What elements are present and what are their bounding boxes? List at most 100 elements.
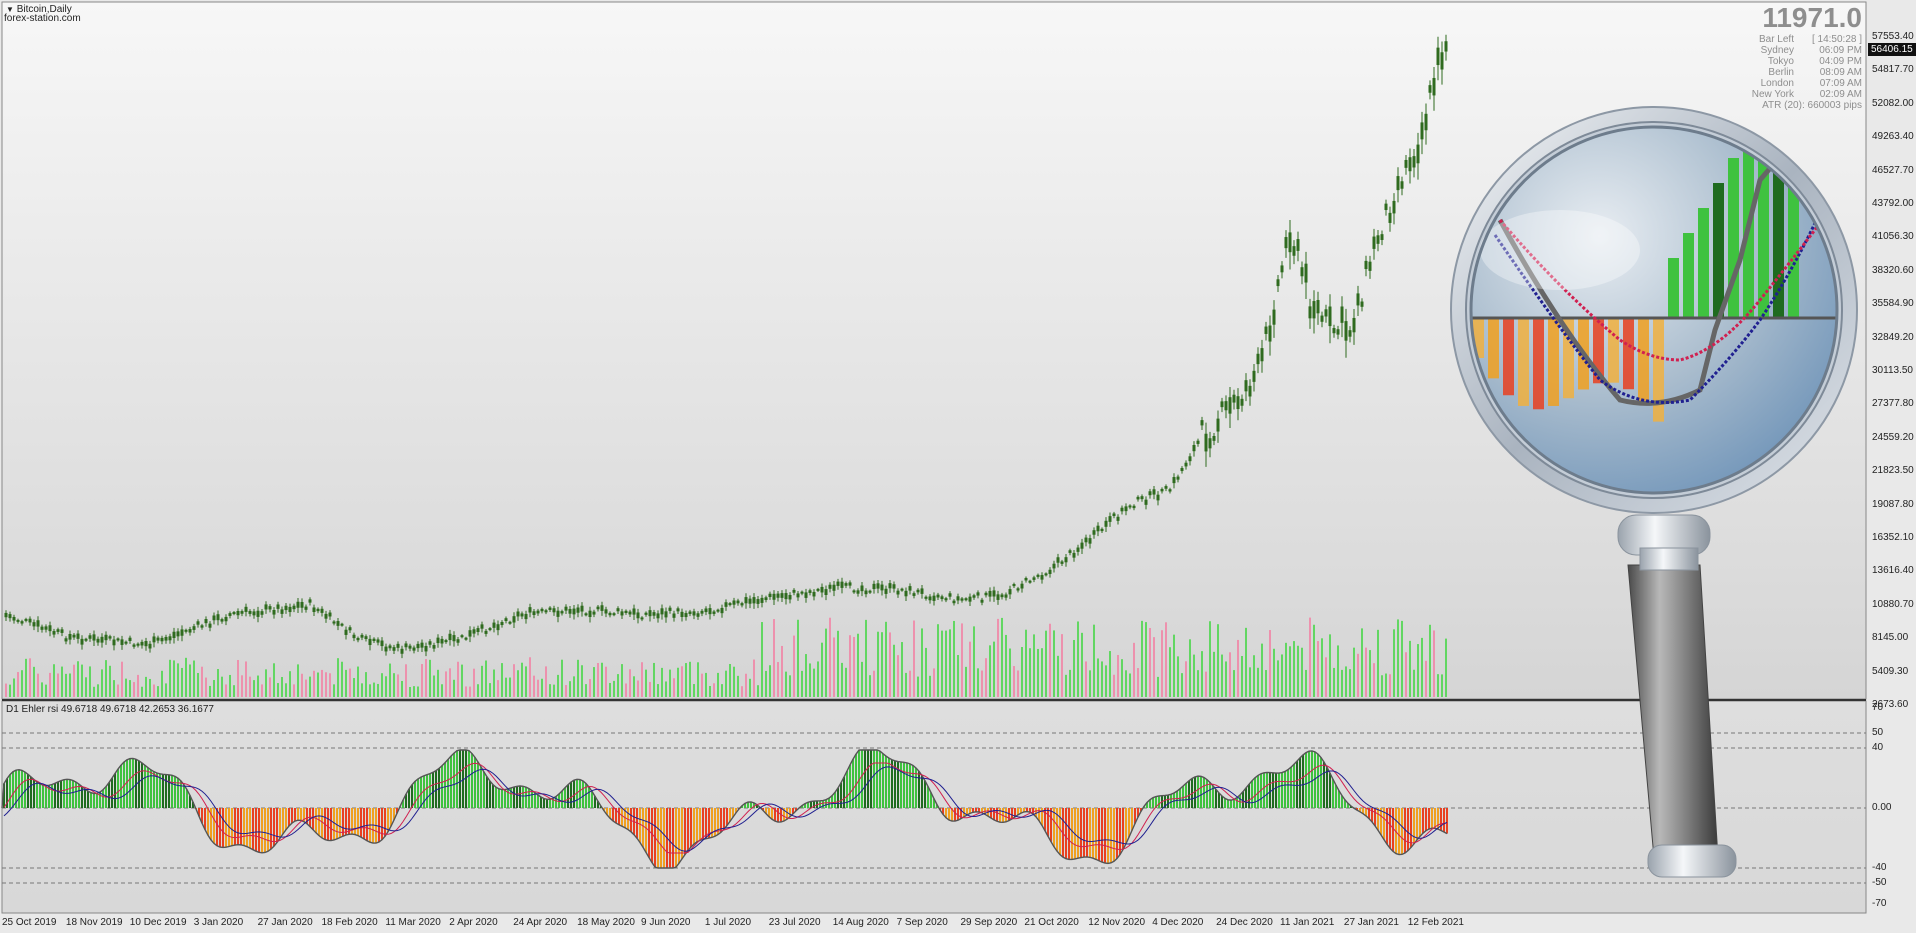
volume-bar bbox=[1197, 670, 1199, 697]
histogram-bar bbox=[1005, 808, 1007, 822]
volume-bar bbox=[33, 666, 35, 697]
volume-bar bbox=[161, 670, 163, 697]
volume-bar bbox=[1005, 634, 1007, 697]
histogram-bar bbox=[1032, 808, 1034, 814]
volume-bar bbox=[301, 673, 303, 697]
volume-bar bbox=[797, 619, 799, 697]
lens-bar bbox=[1713, 183, 1724, 318]
candle-body bbox=[80, 638, 84, 645]
candle-body bbox=[1396, 176, 1400, 191]
price-tick-label: 32849.20 bbox=[1872, 331, 1914, 343]
candle-body bbox=[1400, 181, 1404, 189]
volume-bar bbox=[1409, 640, 1411, 697]
candle-body bbox=[236, 610, 240, 616]
candle-body bbox=[512, 616, 516, 623]
candle-body bbox=[212, 615, 216, 621]
candle-body bbox=[580, 605, 584, 612]
histogram-bar bbox=[648, 808, 650, 858]
histogram-bar bbox=[252, 808, 254, 850]
price-tick-label: 43792.00 bbox=[1872, 198, 1914, 209]
candle-body bbox=[188, 629, 192, 633]
chart-title[interactable]: ▼ Bitcoin,Daily bbox=[6, 4, 72, 15]
candle-body bbox=[1280, 265, 1284, 273]
candle-body bbox=[24, 618, 28, 621]
volume-bar bbox=[1237, 639, 1239, 697]
volume-bar bbox=[929, 675, 931, 697]
histogram-bar bbox=[303, 808, 305, 822]
histogram-bar bbox=[279, 808, 281, 839]
histogram-bar bbox=[354, 808, 356, 835]
volume-bar bbox=[1233, 670, 1235, 697]
candle-body bbox=[1144, 499, 1148, 505]
histogram-bar bbox=[1392, 808, 1394, 852]
volume-bar bbox=[1089, 670, 1091, 697]
volume-bar bbox=[717, 672, 719, 697]
histogram-bar bbox=[1371, 808, 1373, 822]
candle-body bbox=[508, 621, 512, 624]
histogram-bar bbox=[1176, 791, 1178, 808]
session-row: Tokyo 04:09 PM bbox=[1724, 56, 1862, 67]
candle-body bbox=[532, 611, 536, 615]
volume-bar bbox=[1397, 619, 1399, 697]
volume-bar bbox=[729, 663, 731, 697]
histogram-bar bbox=[630, 808, 632, 832]
signal-line-red bbox=[3, 762, 1448, 854]
volume-bar bbox=[449, 668, 451, 697]
volume-bar bbox=[405, 664, 407, 697]
histogram-bar bbox=[549, 799, 551, 808]
candle-body bbox=[1308, 306, 1312, 319]
candle-body bbox=[916, 589, 920, 593]
candle-body bbox=[648, 610, 652, 617]
histogram-bar bbox=[1416, 808, 1418, 840]
volume-bar bbox=[477, 684, 479, 697]
candle-body bbox=[1352, 317, 1356, 333]
histogram-bar bbox=[957, 808, 959, 821]
triangle-down-icon[interactable]: ▼ bbox=[6, 5, 14, 14]
time-tick-label: 24 Apr 2020 bbox=[513, 917, 568, 928]
volume-bar bbox=[1349, 669, 1351, 697]
candle-body bbox=[284, 605, 288, 611]
histogram-bar bbox=[528, 788, 530, 808]
volume-bar bbox=[965, 666, 967, 697]
histogram-bar bbox=[1278, 773, 1280, 808]
histogram-bar bbox=[216, 808, 218, 846]
histogram-bar bbox=[249, 808, 251, 849]
volume-bar bbox=[117, 684, 119, 697]
volume-bar bbox=[377, 683, 379, 697]
candle-body bbox=[1120, 507, 1124, 512]
volume-bar bbox=[1121, 659, 1123, 697]
candle-body bbox=[272, 610, 276, 615]
candle-body bbox=[308, 599, 312, 603]
volume-bar bbox=[893, 644, 895, 697]
volume-bar bbox=[1109, 651, 1111, 697]
candle-body bbox=[300, 602, 304, 608]
histogram-bar bbox=[219, 808, 221, 848]
histogram-bar bbox=[273, 808, 275, 847]
candle-body bbox=[392, 647, 396, 651]
candle-body bbox=[796, 593, 800, 598]
volume-bar bbox=[1337, 645, 1339, 697]
signal-line-blue bbox=[3, 766, 1448, 852]
volume-bar bbox=[57, 673, 59, 697]
histogram-bar bbox=[1317, 754, 1319, 808]
histogram-bar bbox=[402, 800, 404, 808]
volume-bar bbox=[869, 675, 871, 697]
candle-body bbox=[1272, 309, 1276, 325]
candle-body bbox=[1324, 309, 1328, 317]
volume-bar bbox=[1301, 647, 1303, 697]
candle-body bbox=[652, 612, 656, 616]
histogram-bar bbox=[1299, 757, 1301, 808]
candle-body bbox=[340, 623, 344, 626]
volume-bar bbox=[1405, 652, 1407, 697]
candle-body bbox=[1188, 456, 1192, 462]
candle-body bbox=[108, 636, 112, 639]
histogram-bar bbox=[126, 759, 128, 808]
volume-bar bbox=[1049, 623, 1051, 697]
lens-bar bbox=[1593, 318, 1604, 384]
histogram-bar bbox=[978, 808, 980, 813]
histogram-bar bbox=[174, 776, 176, 808]
volume-bar bbox=[945, 630, 947, 697]
histogram-bar bbox=[1413, 808, 1415, 844]
session-row: New York 02:09 AM bbox=[1724, 89, 1862, 100]
